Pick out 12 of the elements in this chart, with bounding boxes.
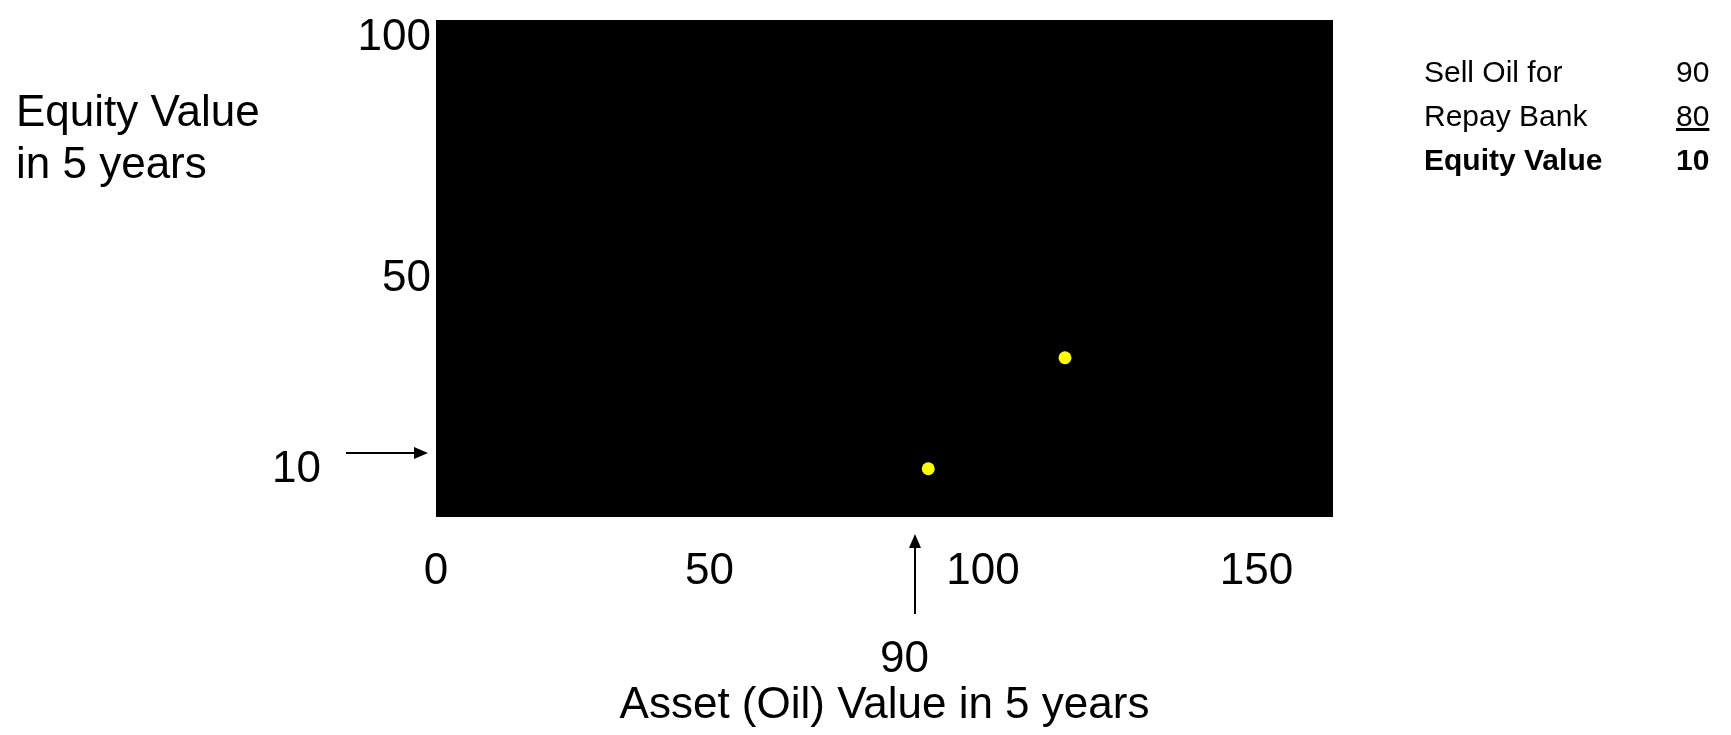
x-tick-label: 0 <box>423 544 449 593</box>
y-axis-title: Equity Value in 5 years <box>16 85 261 189</box>
x-tick-label: 50 <box>685 544 734 593</box>
x-tick-label: 100 <box>946 544 1020 593</box>
text: Equity Value <box>1424 143 1603 177</box>
x-tick-label: 150 <box>1219 544 1294 593</box>
text: Sell Oil for <box>1424 55 1563 89</box>
text: 10 <box>1676 143 1710 177</box>
text: 90 <box>1676 55 1710 89</box>
text: 10 <box>272 442 321 492</box>
text: Repay Bank <box>1424 99 1588 133</box>
text: 80 <box>1676 99 1710 133</box>
